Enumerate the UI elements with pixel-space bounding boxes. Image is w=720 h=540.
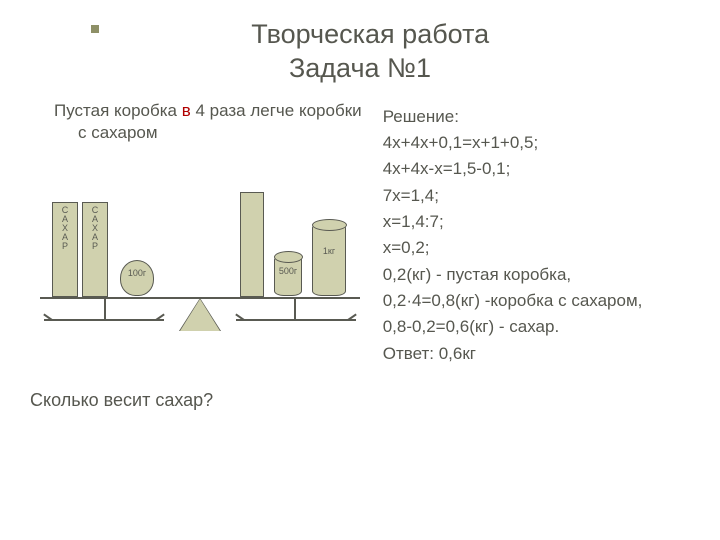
solution-line: 7х=1,4;	[383, 183, 690, 209]
title-bullet-icon	[91, 25, 99, 33]
weight-100g: 100г	[120, 260, 154, 296]
weight-500g: 500г	[274, 254, 302, 296]
empty-box	[240, 192, 264, 297]
problem-question: Сколько весит сахар?	[30, 390, 375, 411]
solution-line: х=1,4:7;	[383, 209, 690, 235]
problem-statement: Пустая коробка в 4 раза легче коробки с …	[54, 100, 375, 144]
left-column: Пустая коробка в 4 раза легче коробки с …	[30, 100, 375, 411]
scale-pan-left	[44, 319, 164, 321]
scale-post-left	[104, 297, 106, 319]
scale-pan-right	[236, 319, 356, 321]
title-line-1: Творческая работа	[251, 19, 489, 49]
solution-line: 4х+4х-х=1,5-0,1;	[383, 156, 690, 182]
weight-1kg: 1кг	[312, 222, 346, 296]
solution-line: 0,8-0,2=0,6(кг) - сахар.	[383, 314, 690, 340]
solution-line: 4х+4х+0,1=х+1+0,5;	[383, 130, 690, 156]
solution-line: х=0,2;	[383, 235, 690, 261]
sugar-box-1: САХАР	[52, 202, 78, 297]
slide-title: Творческая работа Задача №1	[0, 0, 720, 86]
problem-accent: в	[182, 101, 191, 120]
solution-heading: Решение:	[383, 104, 690, 130]
balance-figure: САХАР САХАР 100г 500г 1кг	[30, 162, 370, 372]
solution-line: 0,2(кг) - пустая коробка,	[383, 262, 690, 288]
problem-pre: Пустая коробка	[54, 101, 182, 120]
scale-pivot	[180, 299, 220, 331]
solution-line: 0,2·4=0,8(кг) -коробка с сахаром,	[383, 288, 690, 314]
title-line-2: Задача №1	[289, 53, 431, 83]
solution-line: Ответ: 0,6кг	[383, 341, 690, 367]
scale-post-right	[294, 297, 296, 319]
sugar-box-2: САХАР	[82, 202, 108, 297]
solution-column: Решение: 4х+4х+0,1=х+1+0,5; 4х+4х-х=1,5-…	[375, 100, 690, 411]
